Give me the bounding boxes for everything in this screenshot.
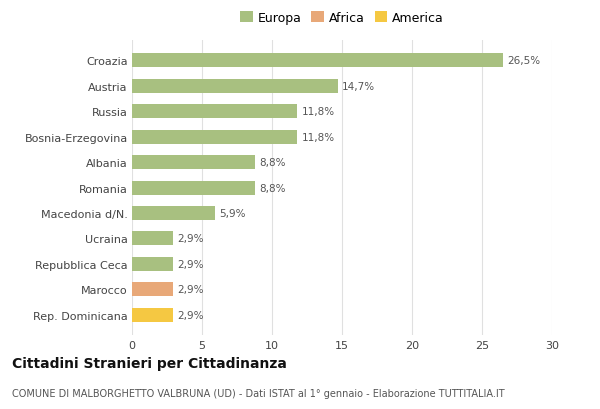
Text: 2,9%: 2,9% <box>177 310 203 320</box>
Text: 8,8%: 8,8% <box>259 183 286 193</box>
Bar <box>132 105 297 119</box>
Bar <box>132 80 338 94</box>
Bar <box>132 257 173 271</box>
Legend: Europa, Africa, America: Europa, Africa, America <box>236 8 448 29</box>
Text: 26,5%: 26,5% <box>507 56 541 66</box>
Text: 2,9%: 2,9% <box>177 259 203 269</box>
Text: Cittadini Stranieri per Cittadinanza: Cittadini Stranieri per Cittadinanza <box>12 356 287 370</box>
Bar <box>132 156 255 170</box>
Bar <box>132 232 173 246</box>
Bar <box>132 308 173 322</box>
Text: 8,8%: 8,8% <box>259 158 286 168</box>
Bar <box>132 181 255 195</box>
Text: 5,9%: 5,9% <box>219 209 245 218</box>
Text: 2,9%: 2,9% <box>177 234 203 244</box>
Bar <box>132 283 173 297</box>
Bar <box>132 54 503 68</box>
Text: COMUNE DI MALBORGHETTO VALBRUNA (UD) - Dati ISTAT al 1° gennaio - Elaborazione T: COMUNE DI MALBORGHETTO VALBRUNA (UD) - D… <box>12 389 505 398</box>
Text: 11,8%: 11,8% <box>301 133 335 142</box>
Text: 2,9%: 2,9% <box>177 285 203 294</box>
Bar <box>132 207 215 220</box>
Bar <box>132 130 297 144</box>
Text: 14,7%: 14,7% <box>342 82 375 92</box>
Text: 11,8%: 11,8% <box>301 107 335 117</box>
